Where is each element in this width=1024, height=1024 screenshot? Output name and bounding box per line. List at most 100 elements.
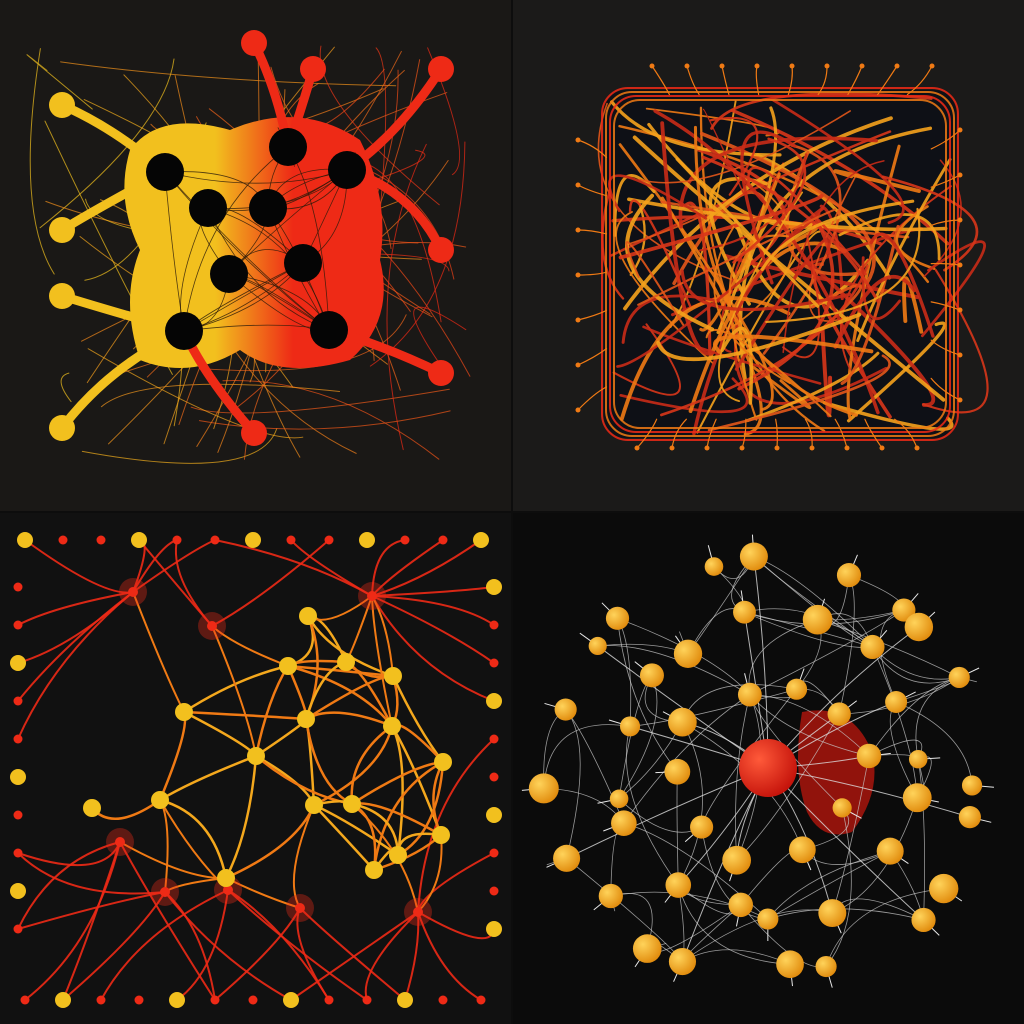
terminal-dot — [575, 272, 581, 278]
red-core-sphere — [739, 739, 797, 797]
terminal-dot — [575, 137, 581, 143]
red-hub — [367, 591, 377, 601]
red-radial-line — [290, 911, 419, 1001]
border-yellow-node — [473, 532, 489, 548]
red-radial-line — [176, 889, 229, 1001]
web-line — [825, 888, 945, 967]
yellow-node — [337, 653, 355, 671]
red-radial-line — [62, 891, 166, 1001]
border-red-node — [20, 995, 30, 1005]
yellow-node — [83, 799, 101, 817]
yellow-sphere — [856, 743, 882, 769]
terminal-line — [930, 219, 961, 226]
red-radial-line — [164, 891, 292, 1001]
orange-mesh-line — [312, 803, 400, 857]
orange-hub-line — [417, 834, 443, 913]
border-red-node — [172, 535, 182, 545]
tangled-line — [751, 365, 812, 410]
tangled-line — [653, 109, 880, 415]
yellow-sphere — [611, 810, 637, 836]
red-radial-line — [119, 841, 216, 1001]
tangled-line — [730, 108, 950, 246]
red-radial-line — [364, 911, 419, 1001]
terminal-dot — [957, 217, 963, 223]
tangled-line — [675, 157, 820, 308]
terminal-line — [930, 377, 961, 401]
terminal-dot — [704, 445, 710, 451]
tangled-line — [840, 224, 900, 385]
web-line — [767, 850, 891, 920]
tangled-line — [693, 125, 858, 417]
tangled-line — [713, 334, 874, 354]
web-line — [625, 725, 679, 886]
central-blob — [124, 117, 384, 368]
web-line — [817, 619, 960, 678]
red-radial-line — [371, 595, 495, 626]
terminal-line — [651, 65, 670, 96]
orange-mesh-line — [372, 760, 445, 872]
yellow-sphere — [904, 612, 934, 642]
terminal-dot — [684, 63, 690, 69]
red-radial-line — [214, 539, 373, 597]
red-node — [428, 237, 454, 263]
red-node — [428, 360, 454, 386]
red-radial-line — [296, 907, 330, 1001]
yellow-sphere — [665, 872, 692, 898]
network-illustration-2 — [575, 63, 989, 451]
terminal-line — [577, 348, 608, 366]
yellow-node — [247, 747, 265, 765]
web-line — [617, 617, 678, 773]
red-node — [241, 420, 267, 446]
tangled-line — [802, 256, 936, 407]
tangled-line — [732, 137, 807, 264]
orange-mesh-line — [312, 724, 394, 807]
web-line — [917, 758, 926, 921]
red-radial-line — [24, 841, 121, 1001]
black-node — [269, 128, 307, 166]
tangled-line — [902, 276, 924, 334]
tangled-line — [856, 158, 952, 342]
terminal-dot — [575, 317, 581, 323]
red-radial-line — [371, 595, 495, 702]
red-radial-line — [17, 841, 121, 867]
yellow-sphere — [733, 600, 756, 624]
web-line — [629, 688, 797, 727]
orange-mesh-line — [286, 664, 394, 728]
yellow-sphere — [948, 666, 970, 689]
web-line — [915, 677, 960, 760]
yellow-sphere — [876, 837, 904, 865]
border-red-node — [13, 734, 23, 744]
web-line — [701, 826, 769, 920]
yellow-node — [305, 796, 323, 814]
terminal-dot — [575, 182, 581, 188]
spoke-line — [566, 767, 769, 859]
tangled-line — [765, 207, 921, 324]
yellow-node — [49, 415, 75, 441]
border-red-node — [13, 848, 23, 858]
yellow-sphere — [668, 707, 697, 737]
web-line — [889, 701, 918, 799]
orange-mesh-line — [90, 798, 162, 820]
border-red-node — [324, 995, 334, 1005]
tangled-line — [762, 144, 842, 355]
yellow-sphere — [786, 678, 808, 700]
terminal-line — [686, 65, 700, 96]
tangled-line — [615, 211, 714, 364]
red-radial-line — [417, 911, 482, 1001]
orange-mesh-line — [306, 614, 395, 678]
red-hub — [207, 621, 217, 631]
yellow-sphere — [668, 948, 697, 976]
terminal-dot — [844, 445, 850, 451]
border-red-node — [96, 995, 106, 1005]
border-yellow-node — [486, 807, 502, 823]
border-red-node — [489, 772, 499, 782]
terminal-line — [930, 129, 961, 150]
terminal-line — [775, 418, 778, 449]
web-line — [736, 713, 840, 861]
tangled-line — [660, 121, 715, 356]
terminal-dot — [789, 63, 795, 69]
spoke-line — [753, 556, 769, 769]
red-radial-line — [290, 539, 373, 597]
panel-bottom-left — [0, 512, 512, 1024]
